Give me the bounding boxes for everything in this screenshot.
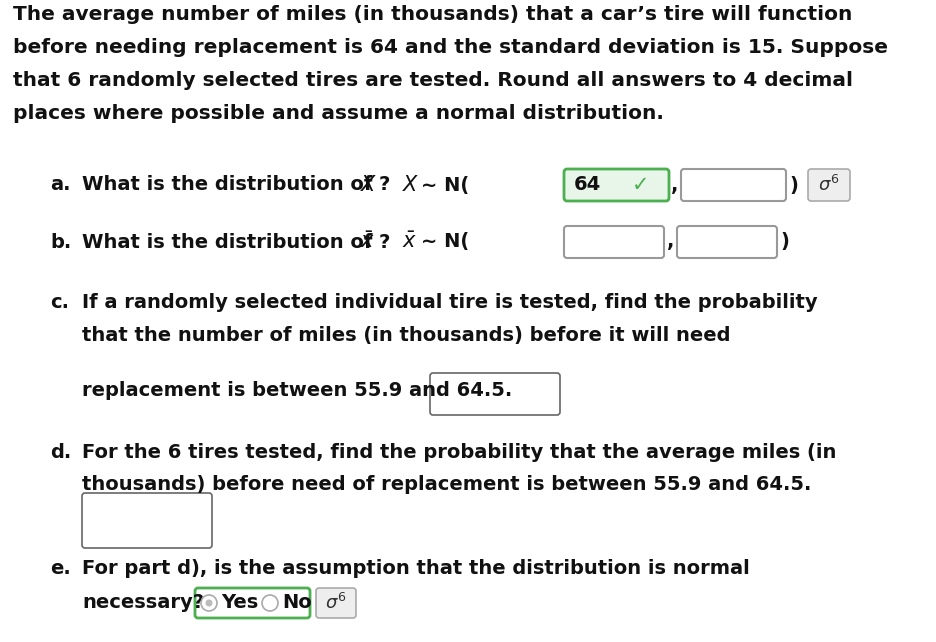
FancyBboxPatch shape (677, 226, 777, 258)
Text: What is the distribution of: What is the distribution of (82, 175, 379, 195)
Text: No: No (282, 593, 312, 612)
Text: ∼ N(: ∼ N( (421, 175, 469, 195)
Text: ,: , (667, 232, 674, 252)
Text: ✓: ✓ (632, 175, 650, 195)
Text: necessary?: necessary? (82, 593, 204, 612)
FancyBboxPatch shape (681, 169, 786, 201)
Text: that 6 randomly selected tires are tested. Round all answers to 4 decimal: that 6 randomly selected tires are teste… (13, 71, 853, 90)
Text: $\mathit{X}$: $\mathit{X}$ (360, 175, 377, 195)
Text: 64: 64 (574, 175, 601, 195)
Circle shape (206, 600, 212, 607)
Text: that the number of miles (in thousands) before it will need: that the number of miles (in thousands) … (82, 327, 730, 345)
Text: e.: e. (50, 559, 71, 578)
Text: ?: ? (379, 175, 397, 195)
Text: For the 6 tires tested, find the probability that the average miles (in: For the 6 tires tested, find the probabi… (82, 442, 837, 462)
Circle shape (262, 595, 278, 611)
Text: For part d), is the assumption that the distribution is normal: For part d), is the assumption that the … (82, 559, 750, 578)
Text: thousands) before need of replacement is between 55.9 and 64.5.: thousands) before need of replacement is… (82, 476, 812, 494)
Circle shape (201, 595, 217, 611)
Text: a.: a. (50, 175, 70, 195)
Text: d.: d. (50, 442, 71, 462)
FancyBboxPatch shape (195, 588, 310, 618)
Text: ): ) (789, 175, 797, 195)
FancyBboxPatch shape (82, 493, 212, 548)
Text: replacement is between 55.9 and 64.5.: replacement is between 55.9 and 64.5. (82, 381, 512, 399)
Text: What is the distribution of: What is the distribution of (82, 232, 379, 252)
Text: The average number of miles (in thousands) that a car’s tire will function: The average number of miles (in thousand… (13, 5, 853, 24)
Text: If a randomly selected individual tire is tested, find the probability: If a randomly selected individual tire i… (82, 293, 818, 313)
Text: ∼ N(: ∼ N( (421, 232, 469, 252)
FancyBboxPatch shape (808, 169, 850, 201)
Text: before needing replacement is 64 and the standard deviation is 15. Suppose: before needing replacement is 64 and the… (13, 38, 888, 57)
Text: Yes: Yes (221, 593, 258, 612)
Text: places where possible and assume a normal distribution.: places where possible and assume a norma… (13, 104, 664, 123)
Text: c.: c. (50, 293, 69, 313)
FancyBboxPatch shape (316, 588, 356, 618)
FancyBboxPatch shape (564, 169, 669, 201)
Text: ?: ? (379, 232, 397, 252)
Text: $\sigma^6$: $\sigma^6$ (326, 593, 346, 613)
FancyBboxPatch shape (564, 226, 664, 258)
Text: $\mathit{X}$: $\mathit{X}$ (402, 175, 419, 195)
Text: $\sigma^6$: $\sigma^6$ (818, 175, 840, 195)
Text: $\bar{x}$: $\bar{x}$ (402, 232, 417, 252)
Text: $\bar{x}$: $\bar{x}$ (360, 232, 375, 252)
Text: ): ) (780, 232, 789, 252)
FancyBboxPatch shape (430, 373, 560, 415)
Text: b.: b. (50, 232, 71, 252)
Text: ,: , (671, 175, 679, 195)
